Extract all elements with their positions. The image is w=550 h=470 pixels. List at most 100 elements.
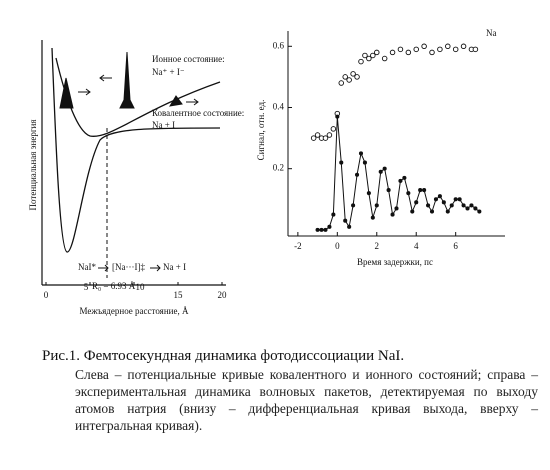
y-tick-label: 0.6 xyxy=(273,40,285,50)
data-point xyxy=(319,227,324,232)
data-point xyxy=(426,203,431,208)
data-point xyxy=(429,209,435,214)
y-tick-label: 0.4 xyxy=(273,102,285,112)
arrow xyxy=(186,98,199,106)
caption-text: Слева – потенциальные кривые ковалентног… xyxy=(75,367,538,433)
data-point xyxy=(314,132,321,138)
right-chart xyxy=(287,31,505,237)
annotation: Na + I xyxy=(152,120,175,130)
data-point xyxy=(327,224,332,229)
data-point xyxy=(358,58,364,65)
data-point xyxy=(461,203,466,208)
x-axis-label: Межъядерное расстояние, Å xyxy=(80,306,189,316)
arrow xyxy=(99,74,112,82)
data-point xyxy=(397,46,404,53)
wave-packet xyxy=(169,95,183,107)
annotation: [Na···I]‡ xyxy=(112,262,145,272)
data-point xyxy=(347,224,352,229)
data-point xyxy=(413,46,419,53)
y-tick-label: 0.2 xyxy=(273,163,284,173)
data-point xyxy=(405,49,412,56)
x-tick-label: 4 xyxy=(414,241,419,251)
data-point xyxy=(421,43,427,50)
x-tick-label: 5 xyxy=(84,282,89,292)
annotation: Na⁺ + I⁻ xyxy=(152,67,185,77)
x-tick-label: 15 xyxy=(174,290,184,300)
data-point xyxy=(422,188,427,193)
data-point xyxy=(394,206,399,211)
x-tick-label: 0 xyxy=(335,241,340,251)
arrow xyxy=(98,264,109,272)
data-point xyxy=(460,43,467,50)
data-point xyxy=(390,212,395,217)
data-point xyxy=(386,188,391,193)
data-point xyxy=(473,206,478,211)
caption-title: Рис.1. Фемтосекундная динамика фотодиссо… xyxy=(42,348,405,364)
data-point xyxy=(437,194,442,199)
data-point xyxy=(414,200,419,205)
data-point xyxy=(398,178,403,183)
data-point xyxy=(477,209,482,214)
arrow xyxy=(78,88,91,96)
data-point xyxy=(351,203,356,208)
x-tick-label: 10 xyxy=(136,282,146,292)
data-point xyxy=(331,212,336,217)
data-point xyxy=(445,209,450,214)
data-point xyxy=(406,191,411,196)
data-point xyxy=(326,132,333,138)
data-point xyxy=(465,206,470,211)
left-chart xyxy=(41,40,226,286)
data-point xyxy=(453,197,458,202)
data-point xyxy=(322,135,329,141)
data-point xyxy=(472,46,479,53)
data-point xyxy=(354,74,360,80)
arrow xyxy=(150,264,161,272)
data-point xyxy=(469,203,474,208)
y-axis-label: Потенциальная энергия xyxy=(28,120,38,211)
data-point xyxy=(441,200,446,205)
data-point xyxy=(350,71,356,77)
data-point xyxy=(437,46,443,53)
data-point xyxy=(335,114,340,119)
x-tick-label: 6 xyxy=(453,241,458,251)
data-point xyxy=(378,169,383,174)
data-point xyxy=(323,227,328,232)
data-point xyxy=(457,197,462,202)
data-point xyxy=(366,55,372,62)
annotation: Na + I xyxy=(163,262,186,272)
wave-packet xyxy=(59,77,74,109)
data-point xyxy=(362,52,368,59)
data-point xyxy=(382,166,387,171)
data-point xyxy=(452,46,459,53)
covalent-curve xyxy=(51,47,221,253)
data-point xyxy=(389,49,396,56)
data-point xyxy=(343,218,348,223)
annotation: Ковалентное состояние: xyxy=(152,108,244,118)
data-point xyxy=(339,160,344,165)
x-tick-label: 2 xyxy=(375,241,380,251)
data-point xyxy=(330,126,337,132)
data-point xyxy=(370,52,376,59)
data-point xyxy=(374,49,380,56)
annotation: NaI* xyxy=(78,262,96,272)
figure: Ионное состояние: Na⁺ + I⁻ Ковалентное с… xyxy=(28,28,505,316)
data-point xyxy=(429,49,435,56)
x-axis-label: Время задержки, пс xyxy=(357,257,433,267)
data-point xyxy=(342,74,348,80)
data-point xyxy=(346,77,352,83)
data-point xyxy=(354,172,360,177)
annotation: R₀ = 6.93 Å xyxy=(92,281,136,291)
data-point xyxy=(418,188,423,193)
series-line xyxy=(317,116,480,231)
data-point xyxy=(358,151,364,156)
data-point xyxy=(370,215,375,220)
x-tick-label: 0 xyxy=(44,290,49,300)
y-axis-label: Сигнал, отн. ед. xyxy=(256,100,266,161)
data-point xyxy=(374,203,379,208)
annotation: Ионное состояние: xyxy=(152,54,225,64)
data-point xyxy=(366,191,371,196)
data-point xyxy=(362,160,367,165)
data-point xyxy=(310,135,317,141)
x-tick-label: -2 xyxy=(294,241,302,251)
